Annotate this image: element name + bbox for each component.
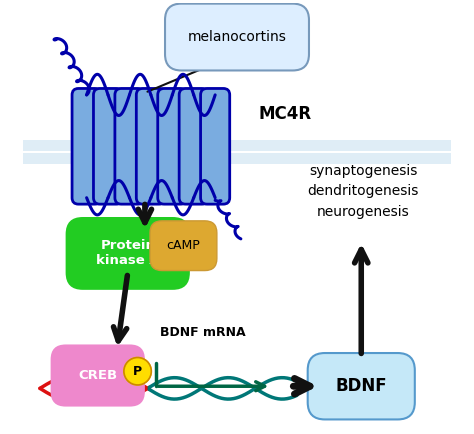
FancyBboxPatch shape bbox=[23, 140, 451, 151]
FancyBboxPatch shape bbox=[165, 3, 309, 70]
FancyBboxPatch shape bbox=[201, 89, 230, 204]
Text: MC4R: MC4R bbox=[258, 105, 311, 123]
FancyBboxPatch shape bbox=[115, 89, 144, 204]
FancyBboxPatch shape bbox=[308, 353, 415, 419]
Text: synaptogenesis
dendritogenesis
neurogenesis: synaptogenesis dendritogenesis neurogene… bbox=[308, 164, 419, 219]
FancyBboxPatch shape bbox=[158, 89, 187, 204]
Text: BDNF mRNA: BDNF mRNA bbox=[160, 326, 246, 339]
Text: CREB: CREB bbox=[78, 369, 118, 382]
Text: P: P bbox=[133, 365, 142, 378]
FancyBboxPatch shape bbox=[51, 345, 145, 407]
FancyBboxPatch shape bbox=[150, 221, 217, 270]
FancyBboxPatch shape bbox=[65, 217, 190, 290]
FancyBboxPatch shape bbox=[179, 89, 208, 204]
FancyBboxPatch shape bbox=[23, 153, 451, 164]
Text: melanocortins: melanocortins bbox=[188, 30, 286, 44]
FancyBboxPatch shape bbox=[137, 89, 165, 204]
FancyBboxPatch shape bbox=[93, 89, 123, 204]
Text: cAMP: cAMP bbox=[166, 239, 201, 252]
FancyBboxPatch shape bbox=[72, 89, 101, 204]
Text: Protein
kinase A: Protein kinase A bbox=[96, 240, 160, 267]
Text: BDNF: BDNF bbox=[336, 377, 387, 395]
Circle shape bbox=[124, 358, 151, 385]
